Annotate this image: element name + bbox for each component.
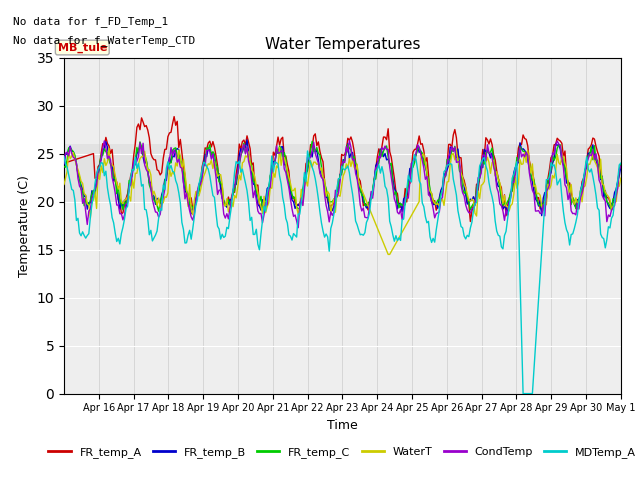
Y-axis label: Temperature (C): Temperature (C) <box>18 175 31 276</box>
Title: Water Temperatures: Water Temperatures <box>265 37 420 52</box>
Legend: FR_temp_A, FR_temp_B, FR_temp_C, WaterT, CondTemp, MDTemp_A: FR_temp_A, FR_temp_B, FR_temp_C, WaterT,… <box>44 442 640 462</box>
Text: MB_tule: MB_tule <box>58 42 107 53</box>
Text: No data for f_FD_Temp_1: No data for f_FD_Temp_1 <box>13 16 168 27</box>
X-axis label: Time: Time <box>327 419 358 432</box>
Text: No data for f_WaterTemp_CTD: No data for f_WaterTemp_CTD <box>13 35 195 46</box>
Bar <box>64 144 621 202</box>
